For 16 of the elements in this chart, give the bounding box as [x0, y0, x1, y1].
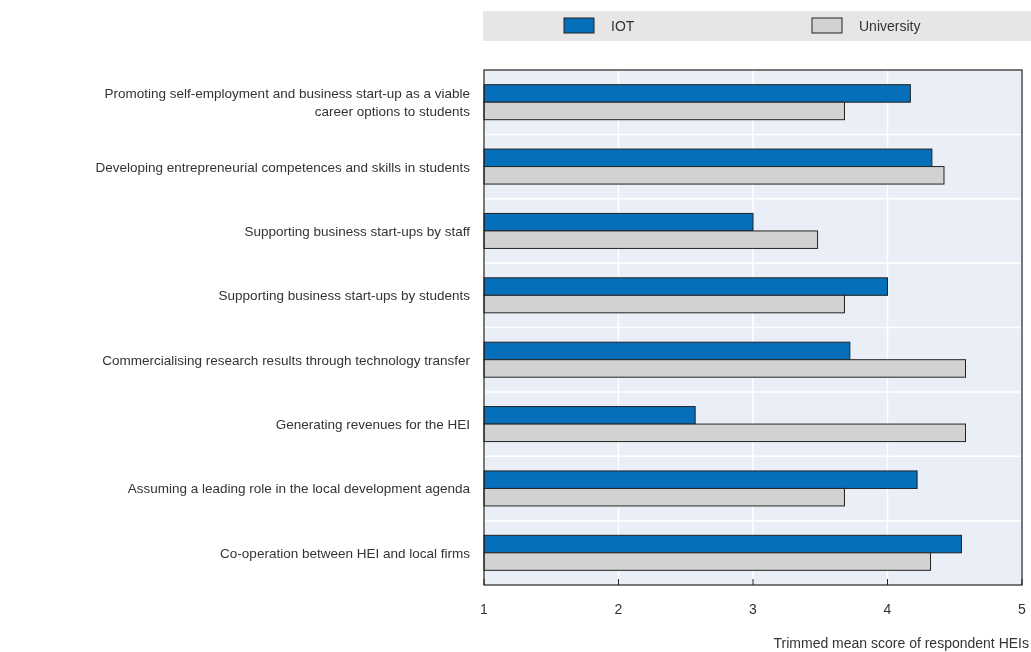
y-tick-label: Commercialising research results through technology transfer — [102, 352, 471, 368]
x-tick-label: 3 — [749, 601, 758, 617]
legend-label: IOT — [611, 18, 635, 34]
x-tick-label: 5 — [1018, 601, 1027, 617]
x-tick-label: 4 — [883, 601, 892, 617]
y-tick-label: Developing entrepreneurial competences and skills in students — [95, 159, 471, 175]
y-tick-label: Supporting business start-ups by students — [218, 288, 471, 304]
x-tick-label: 2 — [614, 601, 623, 617]
x-axis-title: Trimmed mean score of respondent HEIs — [773, 635, 1029, 651]
y-tick-label: Supporting business start-ups by staff — [244, 223, 471, 239]
y-tick-label: Assuming a leading role in the local development agenda — [127, 481, 471, 497]
y-tick-label: Generating revenues for the HEI — [275, 417, 470, 433]
x-tick-label: 1 — [480, 601, 489, 617]
y-tick-label: Promoting self-employment and business start-up as a viable career options to students — [104, 86, 471, 120]
legend-label: University — [859, 18, 921, 34]
y-tick-label: Co-operation between HEI and local firms — [220, 545, 471, 561]
